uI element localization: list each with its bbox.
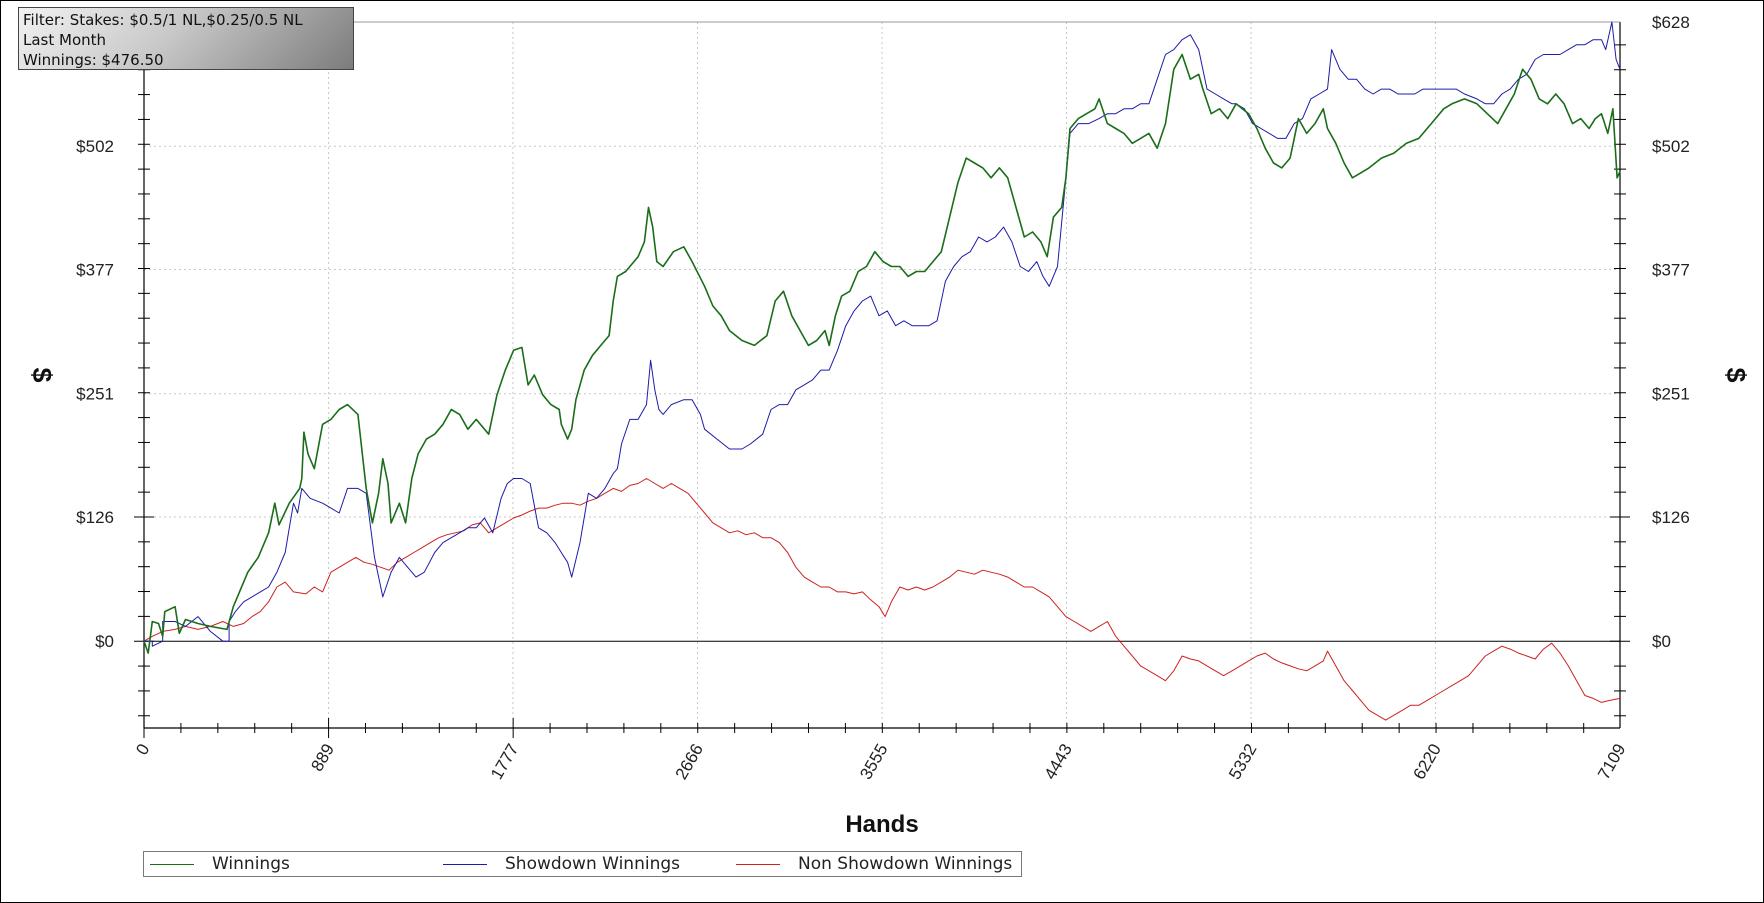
x-tick-label: 889 — [307, 741, 338, 775]
x-tick-label: 2666 — [672, 741, 707, 783]
y-tick-label-left: $0 — [95, 632, 114, 651]
y-tick-label-right: $377 — [1652, 260, 1690, 279]
legend-swatch-non-showdown-winnings — [736, 863, 780, 865]
y-tick-label-right: $126 — [1652, 508, 1690, 527]
x-tick-label: 1777 — [487, 741, 522, 783]
series-line-winnings — [143, 53, 1621, 654]
x-tick-label: 0 — [132, 741, 153, 759]
winnings-total-text: Winnings: $476.50 — [23, 51, 164, 69]
legend-item-showdown-winnings: Showdown Winnings — [443, 852, 680, 876]
y-tick-label-left: $251 — [76, 385, 114, 404]
legend-label-winnings: Winnings — [212, 854, 290, 874]
x-tick-label: 6220 — [1410, 741, 1445, 783]
series-line-showdown-winnings — [144, 21, 1621, 647]
period-text: Last Month — [23, 31, 107, 49]
grid — [144, 21, 1620, 728]
x-tick-label: 3555 — [856, 741, 891, 783]
legend-label-showdown-winnings: Showdown Winnings — [505, 854, 680, 874]
y-tick-label-left: $502 — [76, 137, 114, 156]
legend-item-non-showdown-winnings: Non Showdown Winnings — [736, 852, 1012, 876]
y-tick-label-right: $502 — [1652, 137, 1690, 156]
plot-area — [144, 22, 1620, 728]
series-lines — [143, 21, 1621, 721]
y-tick-label-right: $0 — [1652, 632, 1671, 651]
x-tick-label: 7109 — [1594, 741, 1629, 783]
y-axis-title-right: $ — [1721, 367, 1751, 382]
axes — [134, 21, 1630, 738]
x-axis-title: Hands — [845, 811, 918, 838]
filter-info-box: Filter: Stakes: $0.5/1 NL,$0.25/0.5 NL L… — [18, 7, 354, 70]
filter-text: Filter: Stakes: $0.5/1 NL,$0.25/0.5 NL — [23, 11, 303, 29]
legend-swatch-showdown-winnings — [443, 863, 487, 865]
y-tick-label-right: $628 — [1652, 13, 1690, 32]
y-axis-title-left: $ — [27, 367, 57, 382]
legend-swatch-winnings — [150, 863, 194, 865]
y-tick-label-right: $251 — [1652, 385, 1690, 404]
y-tick-label-left: $126 — [76, 508, 114, 527]
x-tick-label: 4443 — [1041, 741, 1076, 783]
y-tick-label-left: $377 — [76, 260, 114, 279]
series-line-non-showdown-winnings — [143, 478, 1621, 721]
legend-label-non-showdown-winnings: Non Showdown Winnings — [798, 854, 1013, 874]
legend-item-winnings: Winnings — [150, 852, 290, 876]
chart-legend: Winnings Showdown Winnings Non Showdown … — [143, 851, 1022, 877]
x-tick-label: 5332 — [1225, 741, 1260, 783]
